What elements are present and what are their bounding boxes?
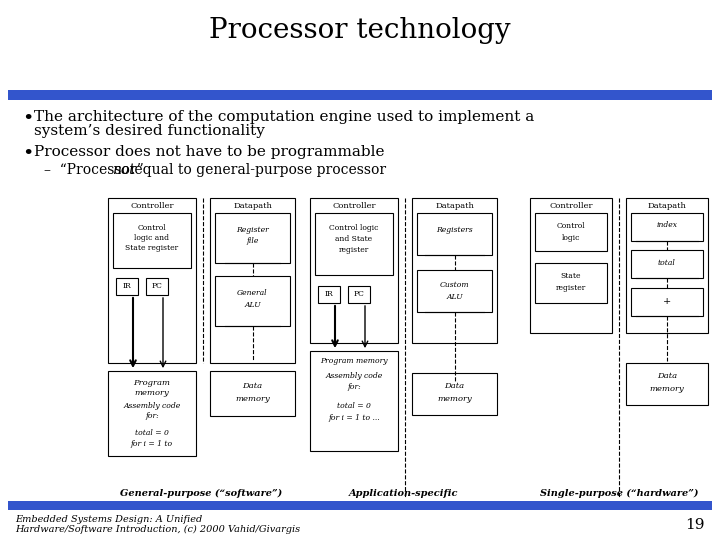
Bar: [626, 363, 708, 405]
Bar: [348, 286, 370, 303]
Text: system’s desired functionality: system’s desired functionality: [34, 124, 265, 138]
Text: Controller: Controller: [549, 202, 593, 210]
Text: equal to general-purpose processor: equal to general-purpose processor: [130, 163, 386, 177]
Text: total = 0: total = 0: [337, 402, 371, 410]
Bar: [8, 501, 712, 510]
Bar: [631, 288, 703, 316]
Bar: [116, 278, 138, 295]
Text: Data: Data: [657, 372, 677, 380]
Text: Processor technology: Processor technology: [210, 17, 510, 44]
Text: +: +: [663, 296, 671, 306]
Text: memory: memory: [649, 385, 685, 393]
Text: for i = 1 to: for i = 1 to: [131, 440, 173, 448]
Text: Data: Data: [444, 382, 464, 390]
Bar: [417, 270, 492, 312]
Bar: [310, 351, 398, 451]
Bar: [108, 198, 196, 363]
Text: IR: IR: [122, 282, 131, 290]
Bar: [631, 213, 703, 241]
Bar: [631, 250, 703, 278]
Text: Processor does not have to be programmable: Processor does not have to be programmab…: [34, 145, 384, 159]
Text: and State: and State: [336, 235, 372, 243]
Text: total = 0: total = 0: [135, 429, 169, 437]
Text: for:: for:: [145, 412, 159, 420]
Text: Program memory: Program memory: [320, 357, 388, 365]
Text: Program: Program: [133, 379, 171, 387]
Text: memory: memory: [437, 395, 472, 403]
Text: not: not: [112, 163, 135, 177]
Bar: [108, 371, 196, 456]
Bar: [315, 213, 393, 275]
Text: State: State: [561, 272, 581, 280]
Text: index: index: [657, 221, 678, 229]
Text: for:: for:: [347, 383, 361, 391]
Text: Controller: Controller: [332, 202, 376, 210]
Text: Single-purpose (“hardware”): Single-purpose (“hardware”): [540, 489, 698, 497]
Text: •: •: [22, 110, 33, 128]
Text: Control: Control: [138, 224, 166, 232]
Text: Registers: Registers: [436, 226, 473, 234]
Text: total: total: [658, 259, 676, 267]
Text: The architecture of the computation engine used to implement a: The architecture of the computation engi…: [34, 110, 534, 124]
Text: Datapath: Datapath: [647, 202, 686, 210]
Text: •: •: [22, 145, 33, 163]
Text: ALU: ALU: [446, 293, 463, 301]
Text: for i = 1 to ...: for i = 1 to ...: [328, 414, 380, 422]
Bar: [417, 213, 492, 255]
Bar: [626, 198, 708, 333]
Bar: [535, 213, 607, 251]
Bar: [210, 371, 295, 416]
Bar: [113, 213, 191, 268]
Text: Control logic: Control logic: [329, 224, 379, 232]
Text: Assembly code: Assembly code: [325, 372, 382, 380]
Bar: [318, 286, 340, 303]
Bar: [412, 198, 497, 343]
Text: register: register: [556, 284, 586, 292]
Text: Controller: Controller: [130, 202, 174, 210]
Text: Register: Register: [236, 226, 269, 234]
Text: 19: 19: [685, 518, 705, 532]
Bar: [146, 278, 168, 295]
Text: Custom: Custom: [440, 281, 469, 289]
Text: PC: PC: [354, 290, 364, 298]
Text: General-purpose (“software”): General-purpose (“software”): [120, 489, 283, 497]
Text: Datapath: Datapath: [435, 202, 474, 210]
Bar: [215, 276, 290, 326]
Text: PC: PC: [152, 282, 163, 290]
Text: Application-specific: Application-specific: [348, 489, 458, 497]
Bar: [412, 373, 497, 415]
Bar: [530, 198, 612, 333]
Bar: [535, 263, 607, 303]
Text: General: General: [237, 289, 268, 297]
Bar: [8, 90, 712, 100]
Bar: [310, 198, 398, 343]
Text: Embedded Systems Design: A Unified: Embedded Systems Design: A Unified: [15, 515, 202, 524]
Text: logic and: logic and: [135, 234, 169, 242]
Text: Datapath: Datapath: [233, 202, 272, 210]
Text: logic: logic: [562, 234, 580, 242]
Text: Control: Control: [557, 222, 585, 230]
Text: register: register: [339, 246, 369, 254]
Text: –  “Processor”: – “Processor”: [44, 163, 148, 177]
Text: Assembly code: Assembly code: [123, 402, 181, 410]
Bar: [215, 213, 290, 263]
Text: Hardware/Software Introduction, (c) 2000 Vahid/Givargis: Hardware/Software Introduction, (c) 2000…: [15, 525, 300, 534]
Text: memory: memory: [135, 389, 169, 397]
Text: file: file: [246, 237, 258, 245]
Text: Data: Data: [243, 382, 263, 390]
Text: State register: State register: [125, 244, 179, 252]
Text: IR: IR: [325, 290, 333, 298]
Bar: [210, 198, 295, 363]
Text: memory: memory: [235, 395, 270, 403]
Text: ALU: ALU: [244, 301, 261, 309]
